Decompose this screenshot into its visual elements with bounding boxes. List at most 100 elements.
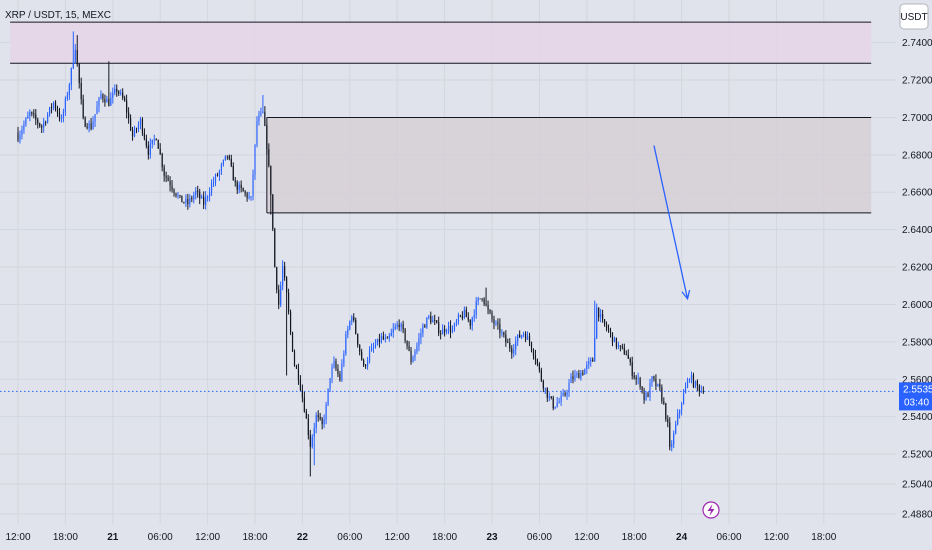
candle[interactable] — [21, 125, 23, 140]
candle[interactable] — [92, 116, 94, 130]
candle[interactable] — [66, 91, 68, 101]
candle[interactable] — [23, 120, 25, 134]
candle[interactable] — [653, 375, 655, 382]
candle[interactable] — [655, 374, 657, 390]
price-axis[interactable]: 2.7400 2.7200 2.7000 2.6800 2.6600 2.6400 2.62… — [902, 38, 932, 520]
candle[interactable] — [280, 281, 282, 308]
candle[interactable] — [183, 201, 185, 204]
candle[interactable] — [325, 401, 327, 425]
candle[interactable] — [422, 323, 424, 338]
candle[interactable] — [230, 154, 232, 168]
candle[interactable] — [554, 406, 556, 410]
candle[interactable] — [590, 357, 592, 367]
candle[interactable] — [301, 384, 303, 403]
candle[interactable] — [418, 332, 420, 352]
candle[interactable] — [682, 389, 685, 405]
candle[interactable] — [635, 375, 637, 385]
candle[interactable] — [351, 315, 353, 326]
candle[interactable] — [633, 372, 635, 380]
candle[interactable] — [266, 124, 268, 155]
candle[interactable] — [368, 346, 371, 364]
candle[interactable] — [532, 348, 535, 360]
candle[interactable] — [313, 422, 315, 466]
candle[interactable] — [382, 331, 384, 341]
candle[interactable] — [679, 409, 681, 419]
candle[interactable] — [171, 180, 173, 193]
candle[interactable] — [552, 395, 554, 411]
candle[interactable] — [694, 380, 697, 389]
candle[interactable] — [489, 309, 491, 315]
candle[interactable] — [240, 180, 242, 193]
candle[interactable] — [159, 143, 161, 156]
candle[interactable] — [544, 387, 546, 395]
candle[interactable] — [189, 194, 191, 208]
candle[interactable] — [370, 343, 373, 352]
candle[interactable] — [118, 90, 120, 96]
candle[interactable] — [667, 415, 669, 428]
candle[interactable] — [64, 96, 66, 116]
candle[interactable] — [503, 331, 505, 338]
candle[interactable] — [556, 397, 558, 408]
candle[interactable] — [157, 139, 159, 149]
candle[interactable] — [52, 101, 55, 111]
candle[interactable] — [509, 338, 511, 352]
candle[interactable] — [331, 363, 333, 384]
candle[interactable] — [39, 122, 41, 128]
candle[interactable] — [625, 350, 627, 356]
candle[interactable] — [94, 114, 96, 127]
candle[interactable] — [43, 117, 45, 133]
candle[interactable] — [163, 164, 165, 182]
candle[interactable] — [102, 93, 104, 103]
candle[interactable] — [122, 88, 124, 101]
candle[interactable] — [621, 343, 623, 350]
candle[interactable] — [169, 176, 171, 192]
candle[interactable] — [212, 176, 215, 187]
candle[interactable] — [337, 364, 339, 378]
candle[interactable] — [497, 318, 499, 330]
candle[interactable] — [469, 319, 471, 330]
candle[interactable] — [536, 358, 539, 367]
candle[interactable] — [276, 266, 278, 294]
candle[interactable] — [605, 321, 608, 332]
candle[interactable] — [412, 355, 414, 363]
candle[interactable] — [588, 357, 590, 369]
candle[interactable] — [479, 298, 481, 300]
candle[interactable] — [700, 385, 702, 394]
candle[interactable] — [408, 341, 410, 352]
candle[interactable] — [68, 82, 70, 100]
candle[interactable] — [282, 260, 284, 291]
candle[interactable] — [143, 128, 145, 141]
candle[interactable] — [86, 123, 88, 130]
candle[interactable] — [594, 300, 596, 362]
candle[interactable] — [272, 193, 274, 232]
candle[interactable] — [603, 319, 606, 327]
candle[interactable] — [88, 120, 90, 133]
candle[interactable] — [114, 84, 116, 96]
candle[interactable] — [317, 410, 319, 422]
candle[interactable] — [264, 106, 266, 127]
currency-button[interactable]: USDT — [899, 3, 929, 30]
candle[interactable] — [287, 288, 290, 315]
candle[interactable] — [341, 359, 343, 383]
candle[interactable] — [376, 338, 379, 346]
candle[interactable] — [566, 389, 568, 400]
candle[interactable] — [293, 349, 296, 367]
candle[interactable] — [493, 315, 495, 330]
candle[interactable] — [47, 112, 49, 124]
candle[interactable] — [542, 379, 544, 393]
candle[interactable] — [467, 312, 469, 323]
candle[interactable] — [31, 111, 33, 117]
candle[interactable] — [582, 369, 584, 376]
candle[interactable] — [72, 31, 74, 70]
candle[interactable] — [675, 420, 677, 435]
candle[interactable] — [574, 369, 576, 382]
candle[interactable] — [70, 67, 72, 91]
candle[interactable] — [37, 117, 39, 129]
candle[interactable] — [147, 141, 149, 160]
candle[interactable] — [611, 332, 614, 347]
candle[interactable] — [175, 192, 177, 198]
candle[interactable] — [681, 401, 683, 416]
candle[interactable] — [548, 392, 550, 402]
candle[interactable] — [596, 303, 598, 340]
candle[interactable] — [90, 118, 92, 131]
